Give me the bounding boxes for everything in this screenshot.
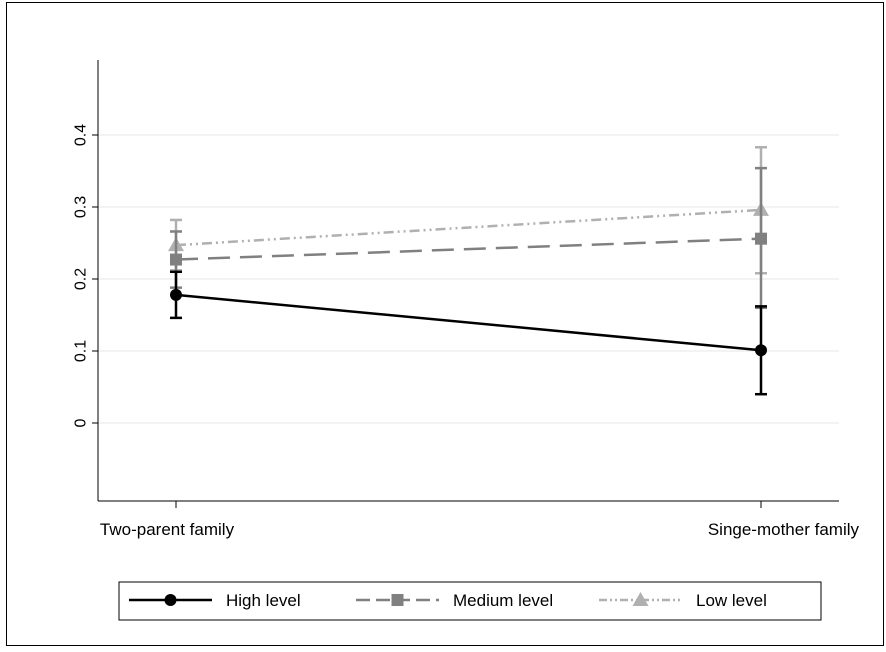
data-point [170,288,182,301]
legend: High level Medium level Low level [118,581,822,621]
legend-label: Low level [696,591,767,610]
y-tick-label: 0.2 [73,268,90,290]
chart: 0 0.1 0.2 0.3 0.4 Two-parent family Singe-mot… [73,60,860,621]
series-medium-level [170,166,767,310]
x-tick-label: Two-parent family [100,520,235,539]
axes [97,60,839,502]
y-tick-label: 0.4 [73,124,90,146]
series-high-level [170,270,767,396]
series-line [175,208,762,247]
legend-label: Medium level [453,591,553,610]
legend-marker [391,594,404,606]
y-ticks: 0 0.1 0.2 0.3 0.4 [73,124,98,427]
chart-frame: 0 0.1 0.2 0.3 0.4 Two-parent family Singe-mot… [6,2,884,646]
series-low-level [168,145,769,275]
series-line [175,237,762,261]
y-tick-label: 0.3 [73,196,90,218]
legend-label: High level [226,591,301,610]
series-layer [168,145,769,396]
data-point [755,344,767,357]
data-point [755,232,767,245]
series-line [175,293,762,352]
legend-item-medium-level: Medium level [356,591,553,610]
legend-box [118,581,822,621]
legend-marker [632,592,649,606]
x-tick-label: Singe-mother family [708,520,860,539]
legend-item-low-level: Low level [599,591,767,610]
gridlines [98,134,839,424]
data-point [170,253,182,266]
y-tick-label: 0 [73,418,90,427]
y-tick-label: 0.1 [73,340,90,362]
legend-item-high-level: High level [129,591,301,610]
legend-marker [164,594,177,606]
x-ticks: Two-parent family Singe-mother family [100,501,860,539]
